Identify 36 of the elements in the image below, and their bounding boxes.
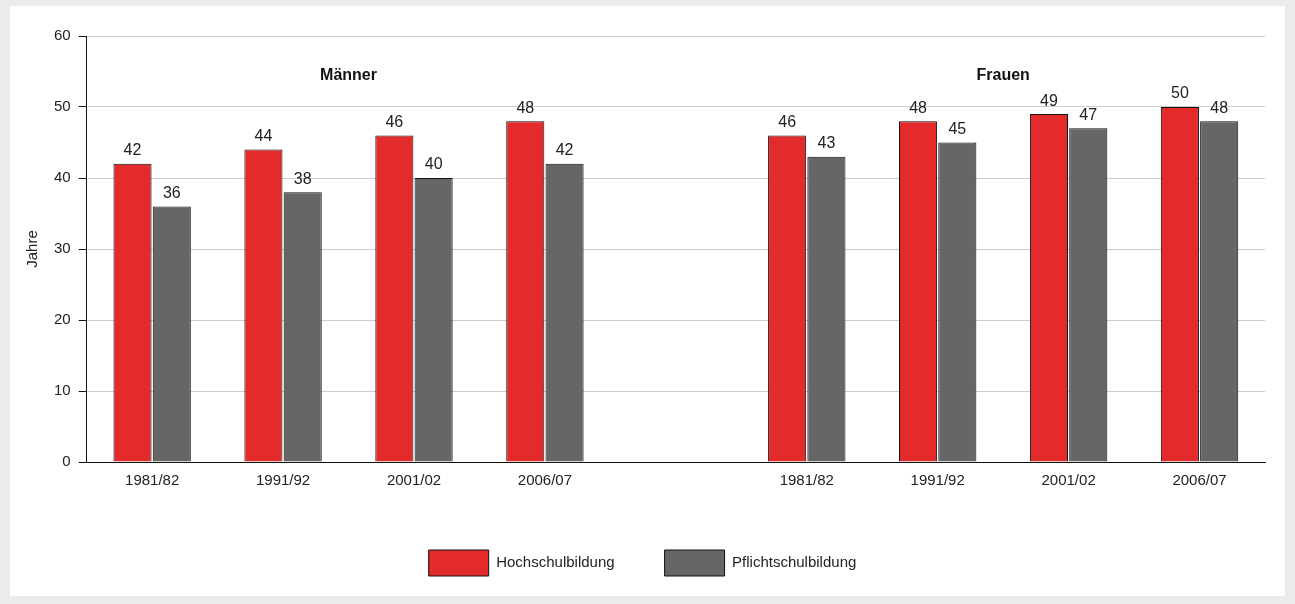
- y-tick-label: 20: [54, 310, 71, 328]
- data-label: 48: [1210, 98, 1229, 116]
- data-label: 36: [162, 183, 181, 201]
- x-tick-label: 2006/07: [1172, 471, 1227, 489]
- data-label: 45: [948, 119, 967, 137]
- data-label: 40: [424, 155, 443, 173]
- legend-label: Hochschulbildung: [496, 553, 615, 571]
- y-tick-label: 0: [62, 452, 71, 470]
- y-tick-label: 50: [54, 97, 71, 115]
- y-tick-label: 60: [54, 26, 71, 44]
- data-label: 42: [555, 141, 574, 159]
- data-label: 38: [293, 169, 312, 187]
- legend-label: Pflichtschulbildung: [732, 553, 857, 571]
- annotation: Frauen: [976, 66, 1030, 84]
- data-label: 44: [254, 127, 273, 145]
- y-tick-label: 40: [54, 168, 71, 186]
- x-tick-label: 1981/82: [125, 471, 180, 489]
- x-tick-label: 2001/02: [386, 471, 442, 489]
- y-tick-label: 30: [54, 239, 71, 257]
- x-tick-label: 1991/92: [910, 471, 965, 489]
- x-tick-label: 2006/07: [517, 471, 573, 489]
- data-label: 47: [1079, 105, 1098, 123]
- annotation: Männer: [320, 66, 377, 84]
- x-tick-label: 1981/82: [779, 471, 834, 489]
- data-label: 42: [123, 141, 142, 159]
- data-label: 50: [1171, 84, 1189, 102]
- data-label: 46: [385, 112, 404, 130]
- data-label: 46: [778, 112, 797, 130]
- y-tick-label: 10: [54, 381, 71, 399]
- y-axis-title: Jahre: [23, 230, 41, 268]
- x-tick-label: 2001/02: [1041, 471, 1096, 489]
- data-label: 49: [1040, 91, 1058, 109]
- data-label: 48: [909, 98, 928, 116]
- x-tick-label: 1991/92: [255, 471, 311, 489]
- data-label: 43: [817, 134, 836, 152]
- data-label: 48: [516, 98, 535, 116]
